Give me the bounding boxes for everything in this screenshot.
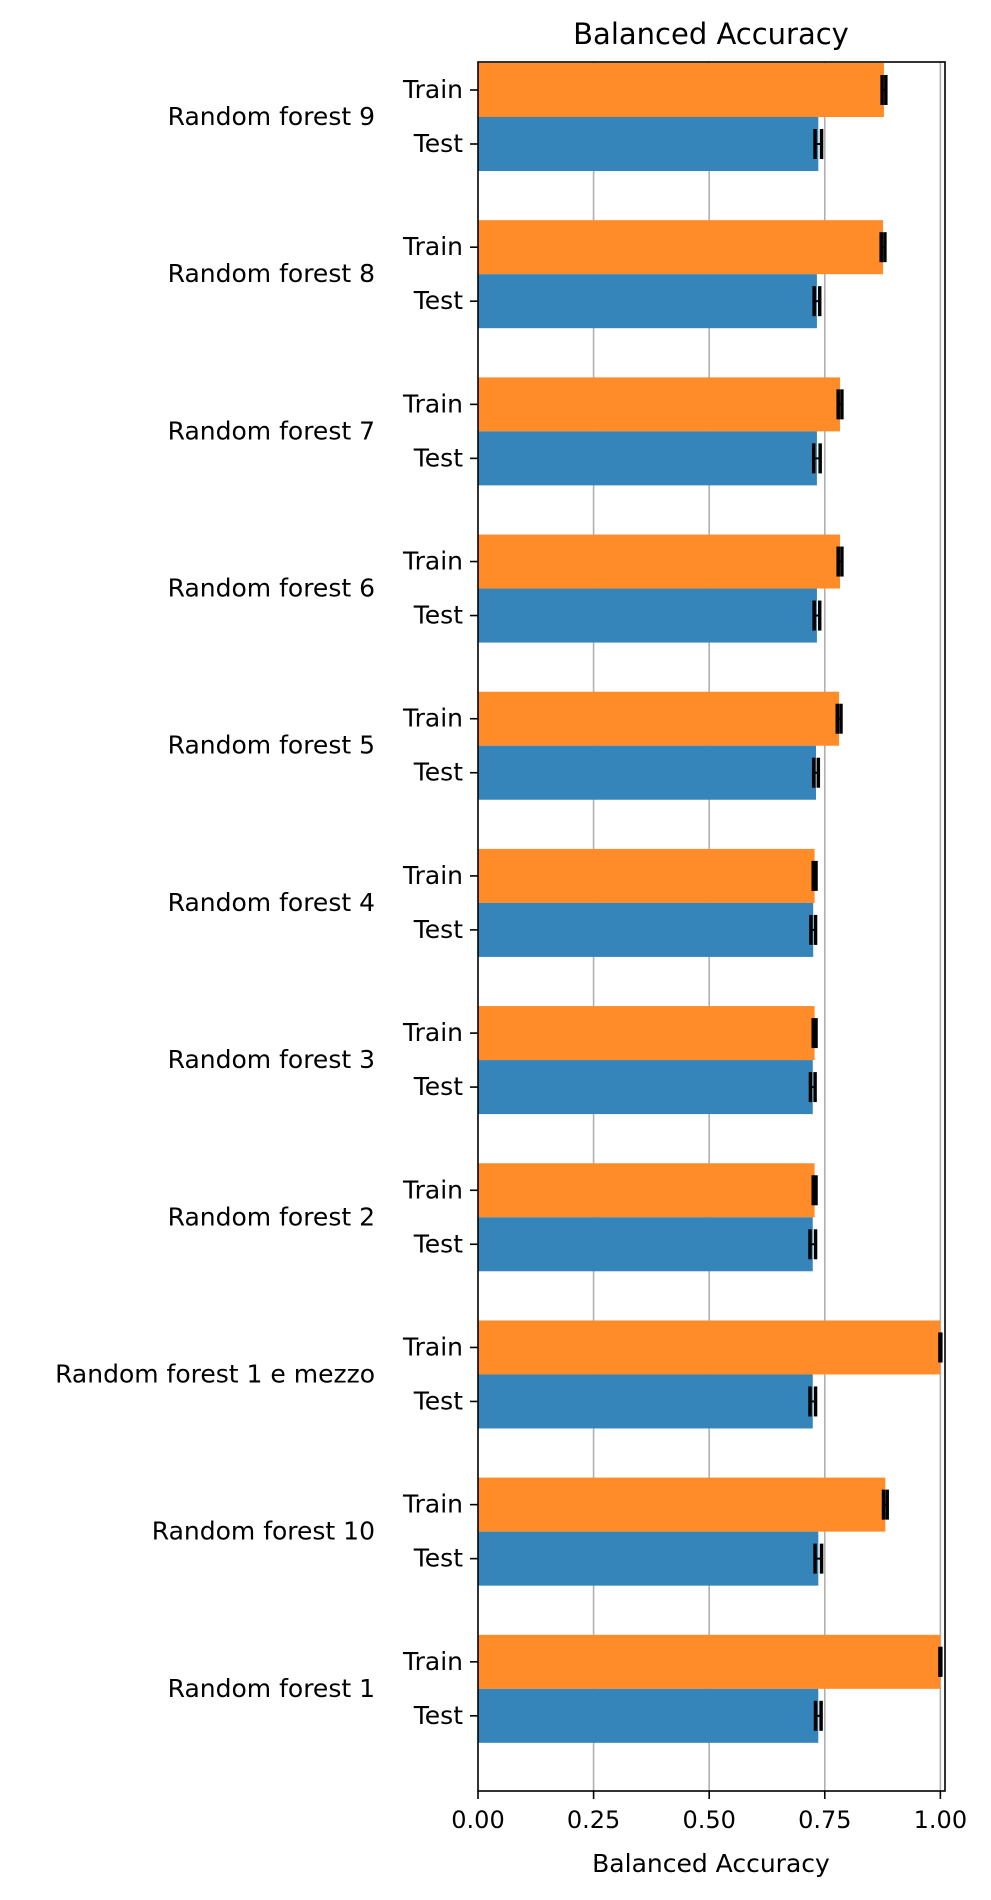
test-bar xyxy=(478,274,817,329)
series-label: Test xyxy=(413,443,463,472)
test-bar xyxy=(478,117,819,171)
series-label: Test xyxy=(413,1701,463,1730)
x-tick-label: 0.75 xyxy=(798,1806,851,1834)
series-label: Test xyxy=(413,1229,463,1258)
category-label: Random forest 3 xyxy=(168,1045,375,1074)
series-label: Train xyxy=(402,704,463,733)
series-label: Train xyxy=(402,1018,463,1047)
chart-title: Balanced Accuracy xyxy=(573,17,849,51)
x-axis-ticks: 0.00 0.25 0.50 0.75 1.00 xyxy=(451,1791,967,1834)
test-bar xyxy=(478,1374,813,1429)
test-bar xyxy=(478,1217,813,1272)
test-bar xyxy=(478,1531,819,1586)
category-label: Random forest 9 xyxy=(168,102,375,131)
series-label: Test xyxy=(413,1544,463,1573)
test-bar xyxy=(478,1688,819,1743)
category-label: Random forest 4 xyxy=(168,888,375,917)
x-tick-label: 0.25 xyxy=(567,1806,620,1834)
x-axis-label: Balanced Accuracy xyxy=(592,1849,830,1878)
category-label: Random forest 1 xyxy=(168,1674,375,1703)
category-label: Random forest 1 e mezzo xyxy=(55,1359,375,1388)
category-label: Random forest 2 xyxy=(168,1202,375,1231)
series-label: Train xyxy=(402,861,463,890)
category-label: Random forest 8 xyxy=(168,259,375,288)
series-label: Test xyxy=(413,1386,463,1415)
bars xyxy=(478,63,941,1743)
train-bar xyxy=(478,1163,815,1218)
series-label: Test xyxy=(413,601,463,630)
test-bar xyxy=(478,1060,813,1115)
y-axis-labels: Train Test Random forest 9 Train Test Random … xyxy=(55,75,478,1730)
test-bar xyxy=(478,902,814,957)
train-bar xyxy=(478,1477,886,1532)
series-label: Test xyxy=(413,758,463,787)
train-bar xyxy=(478,534,841,589)
series-label: Test xyxy=(413,915,463,944)
train-bar xyxy=(478,63,884,117)
train-bar xyxy=(478,1320,941,1375)
test-bar xyxy=(478,745,816,800)
train-bar xyxy=(478,220,884,275)
train-bar xyxy=(478,1634,941,1689)
series-label: Train xyxy=(402,75,463,104)
series-label: Train xyxy=(402,1647,463,1676)
series-label: Train xyxy=(402,232,463,261)
category-label: Random forest 10 xyxy=(152,1517,375,1546)
series-label: Test xyxy=(413,1072,463,1101)
series-label: Test xyxy=(413,129,463,158)
series-label: Train xyxy=(402,389,463,418)
x-tick-label: 0.50 xyxy=(682,1806,735,1834)
series-label: Train xyxy=(402,1490,463,1519)
error-bars xyxy=(808,75,943,1731)
category-label: Random forest 5 xyxy=(168,731,375,760)
series-label: Train xyxy=(402,1332,463,1361)
category-label: Random forest 7 xyxy=(168,416,375,445)
train-bar xyxy=(478,1006,815,1061)
test-bar xyxy=(478,431,817,486)
category-label: Random forest 6 xyxy=(168,574,375,603)
x-tick-label: 1.00 xyxy=(914,1806,967,1834)
series-label: Train xyxy=(402,547,463,576)
x-tick-label: 0.00 xyxy=(451,1806,504,1834)
series-label: Test xyxy=(413,286,463,315)
series-label: Train xyxy=(402,1175,463,1204)
train-bar xyxy=(478,691,840,746)
test-bar xyxy=(478,588,817,643)
train-bar xyxy=(478,848,815,903)
train-bar xyxy=(478,377,841,432)
plot-frame xyxy=(477,61,946,1792)
